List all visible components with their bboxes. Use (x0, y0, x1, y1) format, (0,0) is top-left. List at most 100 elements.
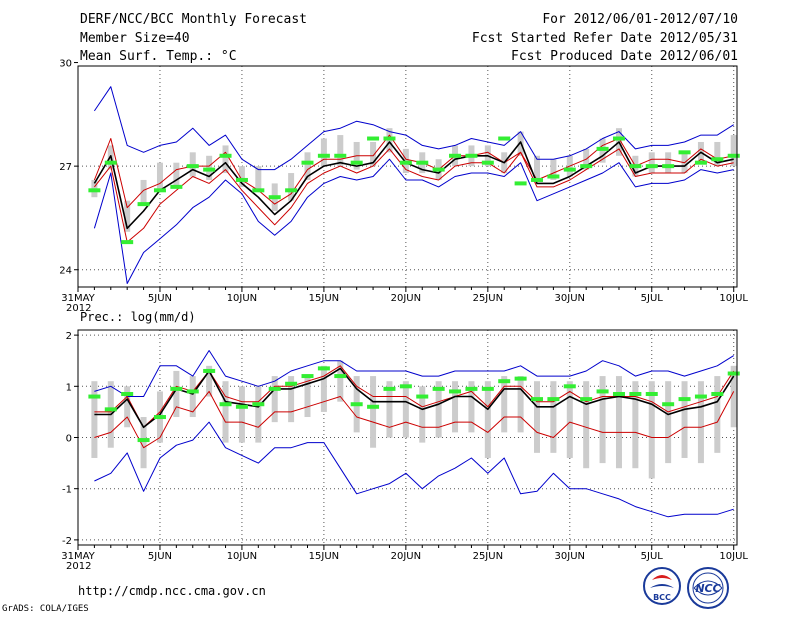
grads-credit: GrADS: COLA/IGES (2, 604, 89, 614)
panel2-obs-marker (481, 386, 494, 391)
panel1-x-tick-label: 15JUN (309, 293, 339, 304)
panel2-obs-marker (219, 402, 232, 407)
panel2-spread-box (402, 381, 409, 438)
panel1-obs-marker (186, 164, 199, 169)
panel1-max-line (93, 86, 734, 171)
panel2-obs-marker (645, 391, 658, 396)
panel1-obs-marker (170, 184, 183, 189)
panel2-max-line (94, 350, 734, 397)
panel1-obs-marker (547, 174, 560, 179)
bcc-logo: BCC (643, 567, 681, 605)
panel2-y-tick-label: 1 (66, 382, 72, 393)
panel2-obs-marker (383, 386, 396, 391)
panel2-spread-box (730, 365, 737, 428)
panel2-obs-marker (727, 371, 740, 376)
panel1-year-label: 2012 (66, 303, 91, 314)
panel2-spread-box (386, 381, 393, 438)
panel1-obs-marker (465, 153, 478, 158)
panel2-spread-box (140, 417, 147, 469)
panel1-obs-marker (137, 202, 150, 207)
forecast-period: For 2012/06/01-2012/07/10 (542, 12, 738, 27)
panel2-spread-box (452, 381, 459, 433)
panel2-obs-marker (563, 384, 576, 389)
panel2-spread-box (304, 376, 311, 418)
panel2-x-tick-label: 25JUN (473, 551, 503, 562)
panel1-spread-box (222, 145, 229, 174)
panel1-obs-marker (498, 136, 511, 141)
panel2-x-tick-label: 10JUN (227, 551, 257, 562)
panel1-x-tick-label: 30JUN (555, 293, 585, 304)
panel2-obs-marker (104, 407, 117, 412)
panel2-min-line (94, 421, 734, 518)
panel1-spread-box (255, 166, 262, 191)
panel1-obs-marker (612, 136, 625, 141)
panel2-spread-box (91, 381, 98, 458)
panel1-spread-box (648, 152, 655, 174)
panel2-x-tick-label: 20JUN (391, 551, 421, 562)
panel2-spread-box (615, 376, 622, 469)
panel2-obs-marker (498, 379, 511, 384)
panel1-obs-marker (88, 188, 101, 193)
member-size: Member Size=40 (80, 31, 190, 46)
panel2-obs-marker (662, 402, 675, 407)
panel2-obs-marker (137, 438, 150, 443)
panel1-spread-box (173, 162, 180, 187)
panel2-spread-box (320, 365, 327, 412)
panel1-spread-box (320, 138, 327, 167)
panel2-obs-marker (399, 384, 412, 389)
panel1-spread-box (665, 152, 672, 174)
panel1-obs-marker (301, 160, 314, 165)
panel2-obs-marker (235, 404, 248, 409)
panel1-x-tick-label: 10JUN (227, 293, 257, 304)
panel2-x-tick-label: 5JUN (148, 551, 172, 562)
panel1-x-tick-label: 20JUN (391, 293, 421, 304)
panel2-x-tick-label: 5JUL (641, 551, 664, 562)
panel2-y-tick-label: 0 (66, 434, 72, 445)
panel1-obs-marker (104, 160, 117, 165)
panel2-x-tick-label: 31MAY (61, 551, 95, 562)
panel2-obs-marker (285, 381, 298, 386)
panel1-obs-marker (219, 153, 232, 158)
fcst-started-date: Fcst Started Refer Date 2012/05/31 (471, 31, 738, 46)
panel2-spread-box (714, 376, 721, 453)
panel2-spread-box (632, 381, 639, 469)
panel2-spread-box (370, 376, 377, 448)
panel2-obs-marker (317, 366, 330, 371)
panel2-spread-box (501, 376, 508, 433)
panel2-ensemble-mean-line (94, 367, 735, 429)
panel1-spread-box (370, 141, 377, 167)
panel1-obs-marker (285, 188, 298, 193)
panel2-spread-box (419, 386, 426, 443)
panel1-obs-marker (268, 195, 281, 200)
panel1-obs-marker (711, 157, 724, 162)
panel2-spread-box (566, 381, 573, 458)
panel1-obs-marker (580, 164, 593, 169)
panel1-spread-box (238, 166, 245, 187)
panel1-obs-marker (203, 167, 216, 172)
panel1-x-tick-label: 5JUN (148, 293, 172, 304)
panel2-spread-box (681, 381, 688, 458)
panel2-lower-spread-line (94, 390, 735, 449)
panel2-obs-marker (416, 394, 429, 399)
panel2-obs-marker (612, 391, 625, 396)
fcst-produced-date: Fcst Produced Date 2012/06/01 (511, 49, 738, 64)
panel2-spread-box (648, 381, 655, 479)
panel2-spread-box (222, 381, 229, 443)
ncc-logo-text: NCC (695, 582, 720, 595)
panel2-x-tick-label: 30JUN (555, 551, 585, 562)
panel2-spread-box (583, 381, 590, 469)
panel2-spread-box (534, 381, 541, 453)
panel2-x-tick-label: 10JUL (719, 551, 748, 562)
panel1-obs-marker (383, 136, 396, 141)
panel2-obs-marker (170, 386, 183, 391)
panel1-upper-spread-line (93, 134, 734, 209)
panel1-y-tick-label: 30 (59, 59, 72, 70)
panel1-obs-marker (252, 188, 265, 193)
panel1-x-tick-label: 31MAY (61, 293, 95, 304)
panel2-spread-box (255, 386, 262, 443)
panel2-obs-marker (121, 391, 134, 396)
panel1-obs-marker (416, 160, 429, 165)
panel1-obs-marker (531, 177, 544, 182)
panel1-spread-box (288, 173, 295, 201)
